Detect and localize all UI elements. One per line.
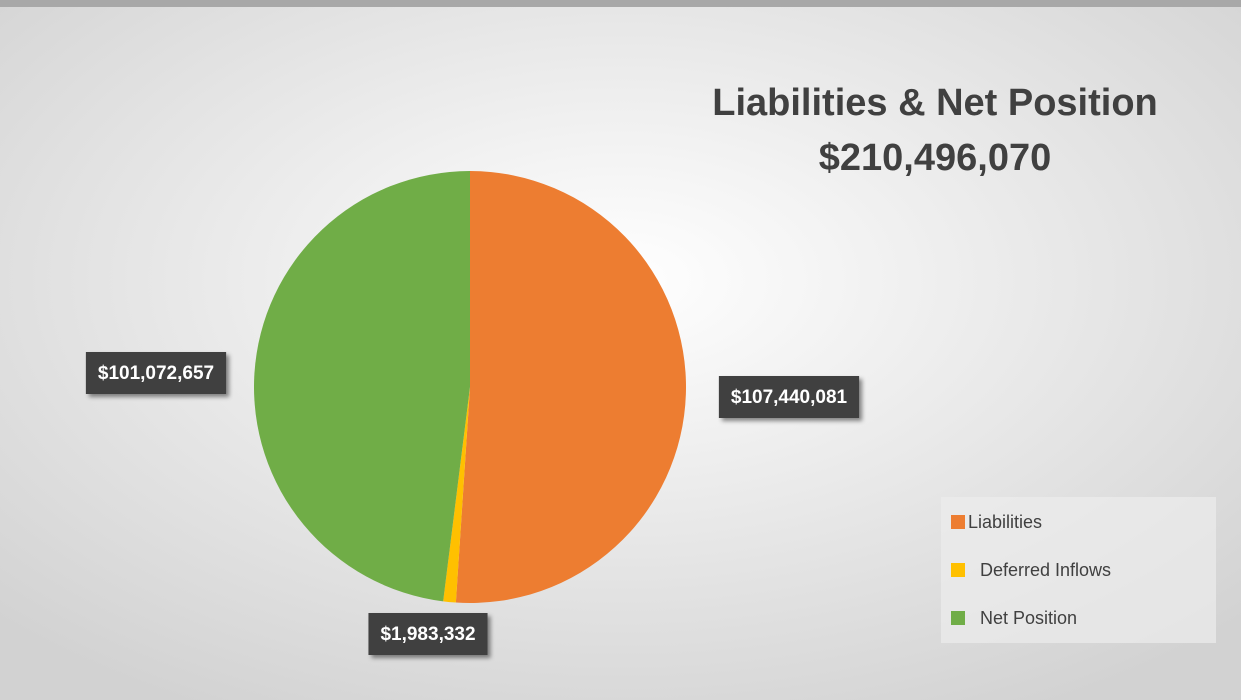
data-label: $1,983,332: [380, 624, 475, 645]
top-border: [0, 0, 1241, 7]
legend-marker: [951, 515, 965, 529]
pie-slice: [455, 171, 687, 604]
legend-label: Deferred Inflows: [980, 560, 1111, 580]
data-label-box: [718, 376, 860, 418]
legend-label: Liabilities: [968, 512, 1042, 532]
data-label: $101,072,657: [98, 363, 214, 384]
legend-marker: [951, 611, 965, 625]
data-label-box: [85, 352, 227, 394]
data-label: $107,440,081: [731, 387, 848, 408]
pie-slice: [254, 171, 470, 602]
data-label-group: $107,440,081: [718, 376, 860, 418]
chart-title: Liabilities & Net Position: [712, 82, 1158, 124]
legend-box: [941, 497, 1216, 643]
legend-marker: [951, 563, 965, 577]
pie-slice: [443, 387, 470, 603]
data-label-box: [368, 613, 488, 655]
legend-label: Net Position: [980, 608, 1077, 628]
chart-subtitle: $210,496,070: [819, 137, 1051, 179]
data-label-group: $101,072,657: [85, 352, 227, 394]
data-label-group: $1,983,332: [368, 613, 488, 655]
